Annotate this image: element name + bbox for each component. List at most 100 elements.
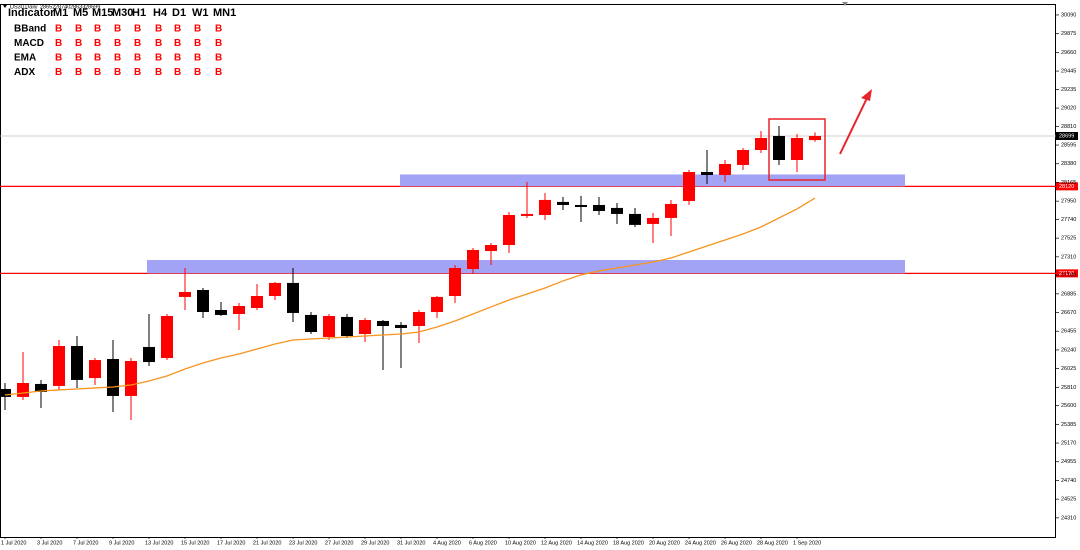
y-tick-label: 26885 (1061, 291, 1076, 297)
y-tick-label: 28810 (1061, 124, 1076, 130)
y-tick-label: 25600 (1061, 403, 1076, 409)
y-tick-label: 26240 (1061, 347, 1076, 353)
candle-body (71, 346, 83, 380)
signal: B (194, 24, 201, 35)
signal: B (215, 67, 222, 78)
x-tick-label: 3 Jul 2020 (37, 540, 62, 546)
y-tick-label: 25385 (1061, 422, 1076, 428)
row-name: ADX (14, 67, 35, 78)
title: US30,Daily 28652 28740 28633 28699 (3, 4, 100, 10)
x-tick-label: 10 Aug 2020 (505, 540, 536, 546)
highlight-box (768, 118, 826, 181)
x-tick-label: 15 Jul 2020 (181, 540, 209, 546)
signal: B (215, 53, 222, 64)
candle-body (161, 316, 173, 359)
y-tick-label: 27310 (1061, 254, 1076, 260)
signal: B (155, 38, 162, 49)
ohlc-high: 28740 (55, 4, 70, 10)
signal: B (114, 38, 121, 49)
table-header: D1 (172, 7, 186, 19)
candle-body (341, 316, 353, 337)
x-tick-label: 28 Aug 2020 (757, 540, 788, 546)
signal: B (114, 24, 121, 35)
signal: B (174, 53, 181, 64)
signal: B (134, 67, 141, 78)
candle-body (521, 213, 533, 216)
x-tick-label: 13 Jul 2020 (145, 540, 173, 546)
title-arrow (3, 5, 7, 8)
candle-body (53, 346, 65, 386)
x-tick-label: 14 Aug 2020 (577, 540, 608, 546)
x-tick-label: 12 Aug 2020 (541, 540, 572, 546)
ohlc-open: 28652 (40, 4, 55, 10)
candle-body (773, 135, 785, 161)
signal: B (215, 38, 222, 49)
signal: B (155, 67, 162, 78)
candle-body (449, 267, 461, 296)
row-name: BBand (14, 24, 46, 35)
candle-body (305, 314, 317, 333)
signal: B (134, 38, 141, 49)
arrow-head (861, 89, 872, 101)
x-tick-label: 27 Jul 2020 (325, 540, 353, 546)
y-tick-label: 25810 (1061, 385, 1076, 391)
candle-body (467, 249, 479, 270)
candle-body (269, 282, 281, 296)
y-tick-label: 27950 (1061, 199, 1076, 205)
level-label: 27120 (1059, 271, 1074, 277)
y-tick-label: 29020 (1061, 106, 1076, 112)
candle-body (809, 135, 821, 141)
signal: B (194, 67, 201, 78)
x-tick-label: 20 Aug 2020 (649, 540, 680, 546)
x-tick-label: 21 Jul 2020 (253, 540, 281, 546)
signal: B (194, 38, 201, 49)
candle-body (611, 207, 623, 214)
signal: B (155, 24, 162, 35)
table-header: H4 (153, 7, 168, 19)
signal: B (94, 24, 101, 35)
y-tick-label: 30090 (1061, 12, 1076, 18)
signal: B (114, 67, 121, 78)
x-tick-label: 18 Aug 2020 (613, 540, 644, 546)
table-header: H1 (132, 7, 146, 19)
x-tick-label: 7 Jul 2020 (73, 540, 98, 546)
candle-body (431, 296, 443, 313)
candles-layer (0, 125, 821, 420)
level-label: 28699 (1059, 133, 1074, 139)
candle-body (737, 149, 749, 165)
candle-body (107, 358, 119, 396)
candle-body (215, 310, 227, 315)
y-tick-label: 24955 (1061, 459, 1076, 465)
y-tick-label: 26670 (1061, 310, 1076, 316)
signal: B (55, 24, 62, 35)
signal: B (94, 53, 101, 64)
x-tick-label: 23 Jul 2020 (289, 540, 317, 546)
table-header: W1 (192, 7, 209, 19)
level-label: 28120 (1059, 184, 1074, 190)
candle-body (143, 346, 155, 363)
candle-body (647, 217, 659, 224)
candle-body (683, 172, 695, 201)
signal: B (215, 24, 222, 35)
candle-body (233, 305, 245, 315)
candle-body (701, 172, 713, 175)
row-name: EMA (14, 53, 36, 64)
signal: B (94, 38, 101, 49)
signal: B (134, 53, 141, 64)
row-name: MACD (14, 38, 44, 49)
y-tick-label: 27740 (1061, 217, 1076, 223)
x-tick-label: 29 Jul 2020 (361, 540, 389, 546)
signal: B (55, 53, 62, 64)
candle-body (755, 137, 767, 150)
signal: B (75, 53, 82, 64)
shift-marker (842, 2, 848, 6)
x-tick-label: 6 Aug 2020 (469, 540, 497, 546)
candle-body (539, 199, 551, 215)
candle-body (179, 291, 191, 297)
signal: B (55, 67, 62, 78)
x-tick-label: 9 Jul 2020 (109, 540, 134, 546)
y-tick-label: 28165 (1061, 180, 1076, 186)
signal: B (174, 67, 181, 78)
candle-body (323, 316, 335, 337)
